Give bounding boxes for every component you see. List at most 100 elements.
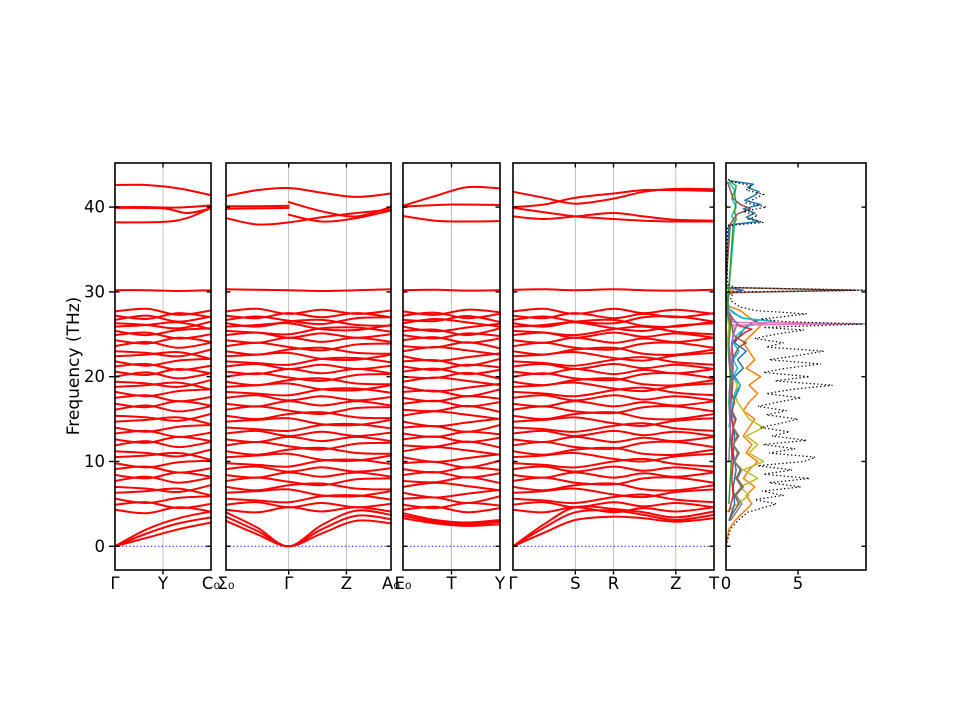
band-panel-3: E₀ T Y bbox=[394, 162, 506, 593]
band-panel-2: Σ₀ Γ Z A₀ bbox=[217, 162, 400, 593]
band-line bbox=[512, 341, 715, 351]
band-line bbox=[114, 307, 212, 316]
band-line bbox=[114, 314, 212, 323]
band-line bbox=[225, 362, 392, 371]
band-line bbox=[287, 209, 392, 223]
band-line bbox=[114, 416, 212, 426]
band-line bbox=[114, 424, 212, 433]
band-line bbox=[225, 318, 392, 328]
band-line bbox=[225, 382, 392, 392]
band-line bbox=[114, 206, 212, 214]
x-tick-label: Γ bbox=[110, 574, 120, 593]
band-line bbox=[402, 517, 501, 527]
band-line bbox=[114, 521, 212, 548]
band-line bbox=[402, 345, 501, 356]
band-line bbox=[225, 206, 290, 210]
band-line bbox=[225, 351, 392, 362]
dos-curve-pdos-10 bbox=[726, 308, 739, 462]
band-line bbox=[114, 336, 212, 345]
band-line bbox=[114, 501, 212, 510]
band-line bbox=[512, 416, 715, 427]
band-line bbox=[225, 346, 392, 356]
band-line bbox=[402, 357, 501, 367]
band-line bbox=[512, 386, 715, 398]
band-line bbox=[512, 509, 715, 548]
dos-curve-total bbox=[726, 176, 866, 547]
band-line bbox=[512, 501, 715, 509]
band-line bbox=[402, 459, 501, 469]
band-line bbox=[225, 519, 392, 548]
band-line bbox=[114, 400, 212, 409]
band-line bbox=[402, 446, 501, 456]
band-line bbox=[225, 208, 392, 226]
band-line bbox=[114, 516, 212, 548]
band-line bbox=[114, 448, 212, 458]
dos-x-tick-label: 5 bbox=[793, 574, 804, 593]
band-line bbox=[225, 312, 392, 320]
dos-curve-pdos-5 bbox=[726, 308, 866, 394]
band-line bbox=[114, 331, 212, 340]
band-line bbox=[114, 206, 212, 224]
band-line bbox=[114, 459, 212, 469]
band-line bbox=[225, 356, 392, 366]
band-line bbox=[225, 501, 392, 509]
band-line bbox=[402, 410, 501, 421]
band-line bbox=[225, 394, 392, 402]
band-line bbox=[402, 185, 501, 207]
x-tick-label: A₀ bbox=[382, 574, 400, 593]
y-tick-label: 10 bbox=[84, 452, 105, 471]
band-line bbox=[225, 315, 392, 326]
band-line bbox=[402, 466, 501, 474]
band-line bbox=[225, 331, 392, 339]
band-line bbox=[114, 357, 212, 367]
band-line bbox=[114, 379, 212, 388]
x-tick-label: Z bbox=[670, 574, 681, 593]
band-line bbox=[402, 471, 501, 479]
band-line bbox=[114, 435, 212, 444]
band-line bbox=[225, 422, 392, 433]
band-line bbox=[225, 429, 392, 438]
x-tick-label: Y bbox=[157, 574, 169, 593]
band-line bbox=[114, 506, 212, 515]
band-line bbox=[402, 417, 501, 428]
band-line bbox=[402, 514, 501, 526]
band-line bbox=[225, 465, 392, 473]
band-line bbox=[512, 187, 715, 205]
band-line bbox=[225, 494, 392, 504]
band-line bbox=[512, 315, 715, 325]
band-line bbox=[225, 186, 392, 198]
band-line bbox=[512, 206, 715, 223]
band-line bbox=[512, 371, 715, 382]
band-line bbox=[512, 188, 715, 209]
band-line bbox=[114, 371, 212, 380]
band-line bbox=[225, 372, 392, 382]
y-tick-label: 40 bbox=[84, 198, 105, 217]
x-tick-label: R bbox=[608, 574, 619, 593]
band-line bbox=[402, 481, 501, 492]
band-line bbox=[114, 381, 212, 391]
band-line bbox=[114, 362, 212, 371]
band-line bbox=[225, 377, 392, 387]
band-line bbox=[402, 371, 501, 380]
band-line bbox=[114, 183, 212, 197]
band-line bbox=[402, 395, 501, 403]
band-line bbox=[225, 411, 392, 421]
band-line bbox=[512, 457, 715, 469]
band-line bbox=[114, 340, 212, 349]
band-line bbox=[402, 215, 501, 223]
band-line bbox=[402, 501, 501, 510]
band-line bbox=[512, 506, 715, 514]
band-line bbox=[114, 451, 212, 461]
band-line bbox=[225, 458, 392, 468]
band-line bbox=[402, 505, 501, 514]
dos-x-tick-label: 0 bbox=[721, 574, 732, 593]
band-line bbox=[225, 288, 392, 292]
band-line bbox=[114, 289, 212, 292]
band-line bbox=[512, 394, 715, 402]
band-line bbox=[114, 388, 212, 398]
band-line bbox=[114, 394, 212, 403]
band-line bbox=[402, 430, 501, 438]
band-line bbox=[402, 495, 501, 505]
band-line bbox=[402, 424, 501, 433]
band-line bbox=[512, 487, 715, 499]
